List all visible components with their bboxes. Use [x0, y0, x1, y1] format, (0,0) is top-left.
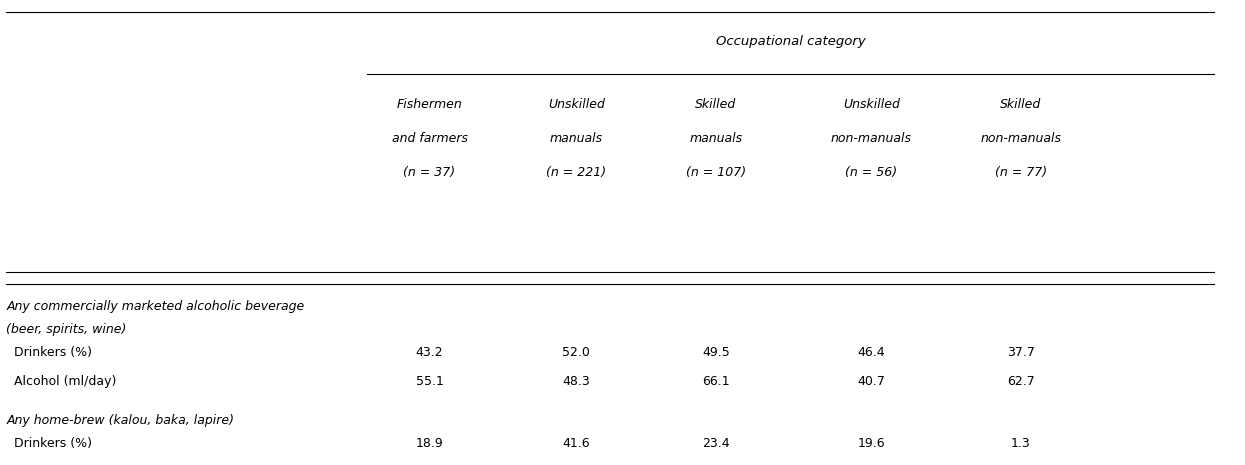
Text: 37.7: 37.7: [1007, 345, 1035, 359]
Text: manuals: manuals: [550, 132, 603, 145]
Text: Unskilled: Unskilled: [843, 98, 900, 111]
Text: 18.9: 18.9: [416, 437, 443, 450]
Text: Drinkers (%): Drinkers (%): [6, 437, 92, 450]
Text: non-manuals: non-manuals: [980, 132, 1062, 145]
Text: 41.6: 41.6: [563, 437, 590, 450]
Text: and farmers: and farmers: [391, 132, 468, 145]
Text: 48.3: 48.3: [563, 375, 590, 388]
Text: 46.4: 46.4: [858, 345, 885, 359]
Text: Any commercially marketed alcoholic beverage: Any commercially marketed alcoholic beve…: [6, 300, 305, 313]
Text: 43.2: 43.2: [416, 345, 443, 359]
Text: Unskilled: Unskilled: [548, 98, 605, 111]
Text: Any home-brew (kalou, baka, lapire): Any home-brew (kalou, baka, lapire): [6, 414, 234, 427]
Text: Skilled: Skilled: [695, 98, 737, 111]
Text: 62.7: 62.7: [1007, 375, 1035, 388]
Text: Skilled: Skilled: [1000, 98, 1042, 111]
Text: 23.4: 23.4: [702, 437, 730, 450]
Text: (n = 56): (n = 56): [845, 166, 898, 179]
Text: Drinkers (%): Drinkers (%): [6, 345, 92, 359]
Text: Occupational category: Occupational category: [716, 35, 865, 48]
Text: 1.3: 1.3: [1011, 437, 1031, 450]
Text: 49.5: 49.5: [702, 345, 730, 359]
Text: 52.0: 52.0: [563, 345, 590, 359]
Text: non-manuals: non-manuals: [830, 132, 913, 145]
Text: Fishermen: Fishermen: [397, 98, 462, 111]
Text: (n = 221): (n = 221): [547, 166, 606, 179]
Text: Alcohol (ml/day): Alcohol (ml/day): [6, 375, 117, 388]
Text: 55.1: 55.1: [416, 375, 443, 388]
Text: (n = 107): (n = 107): [686, 166, 746, 179]
Text: (n = 37): (n = 37): [403, 166, 456, 179]
Text: 19.6: 19.6: [858, 437, 885, 450]
Text: manuals: manuals: [690, 132, 742, 145]
Text: (n = 77): (n = 77): [995, 166, 1047, 179]
Text: (beer, spirits, wine): (beer, spirits, wine): [6, 323, 127, 336]
Text: 66.1: 66.1: [702, 375, 730, 388]
Text: 40.7: 40.7: [858, 375, 885, 388]
